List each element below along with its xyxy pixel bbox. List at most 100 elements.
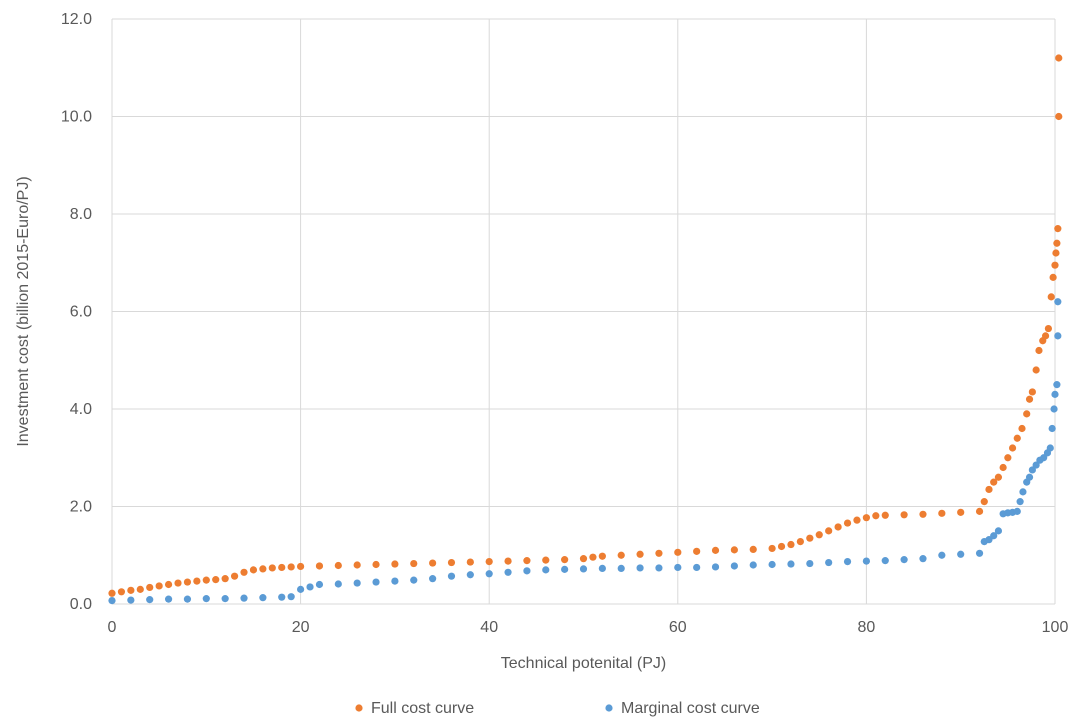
data-point <box>1048 424 1056 433</box>
data-point <box>825 558 833 567</box>
data-point <box>391 560 399 568</box>
data-point <box>485 557 493 566</box>
y-tick-label: 6.0 <box>70 304 92 321</box>
y-tick-label: 12.0 <box>61 11 92 28</box>
data-point <box>730 546 738 554</box>
data-point <box>900 511 908 519</box>
data-point <box>985 485 993 494</box>
data-point <box>1028 466 1036 474</box>
data-point <box>212 576 220 584</box>
data-point <box>278 593 286 601</box>
data-point <box>127 586 135 594</box>
data-point <box>1055 54 1063 62</box>
data-point <box>1052 249 1060 257</box>
data-point <box>796 538 804 546</box>
data-point <box>711 563 720 571</box>
data-point <box>202 595 210 603</box>
data-point <box>843 557 852 566</box>
data-point <box>1046 444 1054 452</box>
x-tick-label: 80 <box>858 619 876 636</box>
data-point <box>410 576 418 584</box>
data-point <box>542 556 550 564</box>
data-point <box>1008 444 1017 452</box>
data-point <box>372 578 380 586</box>
data-point <box>806 534 814 542</box>
data-point <box>1019 488 1027 496</box>
data-point <box>447 558 456 567</box>
grid <box>111 18 1056 605</box>
data-point <box>183 578 192 586</box>
data-point <box>1053 381 1061 389</box>
data-point <box>278 563 286 572</box>
data-point <box>334 561 342 570</box>
data-point <box>787 540 795 549</box>
data-point <box>1040 454 1048 462</box>
data-point <box>872 512 880 520</box>
data-point <box>108 589 116 597</box>
data-point <box>900 556 908 564</box>
data-point <box>749 545 757 554</box>
data-point <box>1050 405 1058 413</box>
data-point <box>1054 225 1062 233</box>
data-point <box>636 564 644 572</box>
data-point <box>504 557 512 565</box>
data-point <box>957 550 965 558</box>
data-point <box>174 579 182 587</box>
data-point <box>1032 366 1040 374</box>
data-point <box>1035 346 1043 355</box>
x-tick-label: 0 <box>108 619 117 636</box>
y-axis-title: Investment cost (billion 2015-Euro/PJ) <box>15 176 32 446</box>
data-point <box>1025 473 1034 481</box>
data-point <box>485 570 493 578</box>
series-full-cost-curve <box>108 54 1063 597</box>
data-point <box>240 594 248 602</box>
data-point <box>466 558 474 566</box>
data-point <box>108 596 116 605</box>
data-point <box>655 564 663 572</box>
data-point <box>579 555 588 563</box>
data-point <box>938 551 946 559</box>
data-point <box>655 549 663 557</box>
y-tick-label: 10.0 <box>61 109 92 126</box>
data-point <box>1004 454 1012 462</box>
data-point <box>749 561 757 569</box>
data-point <box>193 577 201 585</box>
data-point <box>315 580 324 589</box>
data-point <box>806 559 814 568</box>
data-point <box>268 564 276 572</box>
y-tick-label: 2.0 <box>70 499 92 516</box>
data-point <box>815 531 823 539</box>
data-point <box>843 519 852 527</box>
data-point <box>287 563 295 571</box>
data-point <box>1025 395 1034 403</box>
data-point <box>693 563 701 572</box>
data-point <box>674 563 682 572</box>
data-point <box>787 560 795 568</box>
data-point <box>523 557 531 565</box>
data-point <box>429 559 437 567</box>
data-point <box>334 580 342 588</box>
data-point <box>136 585 144 593</box>
data-point <box>1054 298 1062 306</box>
data-point <box>202 576 210 584</box>
data-point <box>598 552 606 560</box>
x-axis-ticks: 0 20 40 60 80 100 <box>108 619 1069 636</box>
data-point <box>674 548 682 556</box>
data-point <box>980 498 988 506</box>
data-point <box>155 582 163 590</box>
data-point <box>372 560 380 569</box>
data-point <box>1013 434 1021 442</box>
legend-label: Full cost curve <box>371 700 474 717</box>
data-point <box>561 556 569 564</box>
data-point <box>164 580 173 589</box>
data-point <box>975 507 984 515</box>
data-point <box>598 564 606 573</box>
data-point <box>504 568 512 576</box>
data-point <box>919 510 927 518</box>
data-point <box>1054 332 1062 340</box>
data-point <box>259 594 267 602</box>
data-point <box>711 546 720 554</box>
data-point <box>919 555 927 563</box>
